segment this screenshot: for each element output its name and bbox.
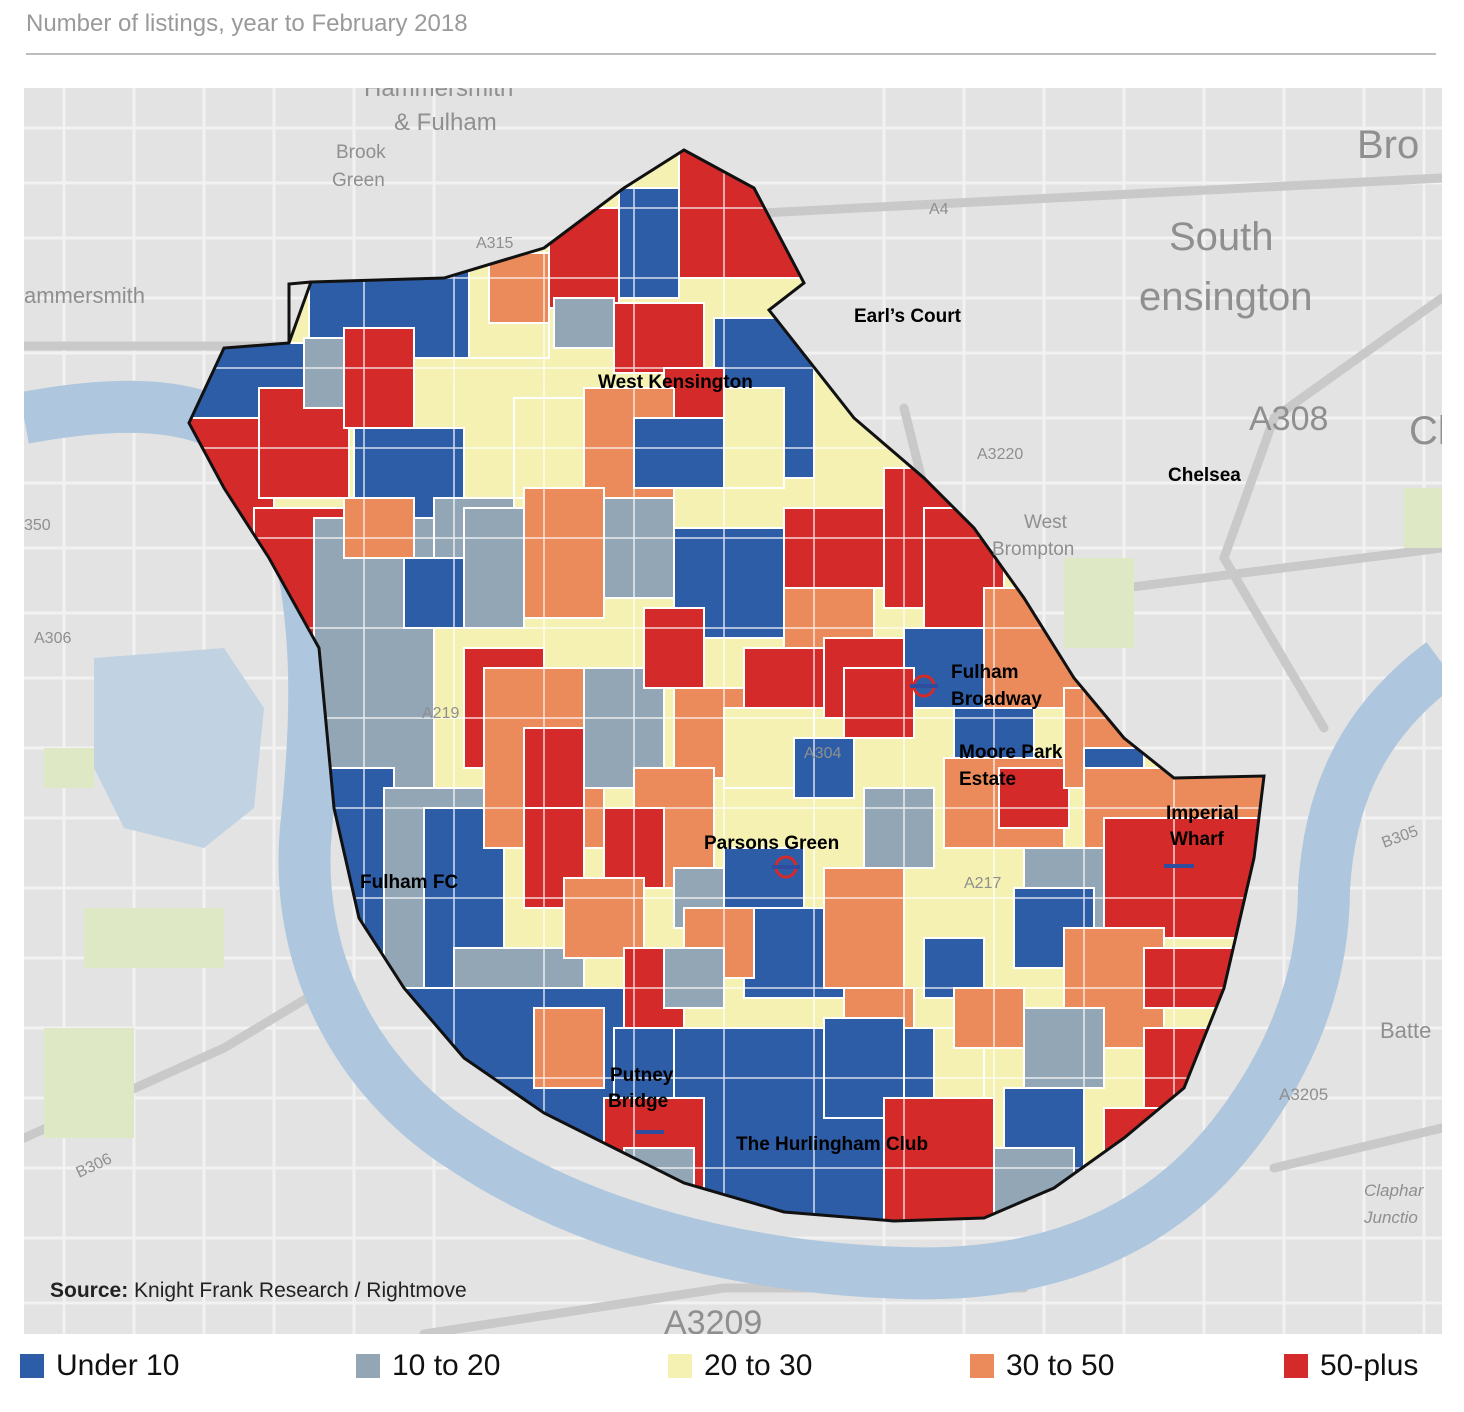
base-clapham-2: Junctio — [1363, 1208, 1418, 1227]
base-a306: A306 — [34, 630, 71, 647]
label-parsons-green: Parsons Green — [704, 833, 839, 854]
tube-putney-bridge — [636, 1120, 664, 1144]
base-brook-green-2: Green — [332, 170, 385, 191]
label-moore-park-2: Estate — [959, 769, 1016, 790]
base-south-kensington-2: ensington — [1139, 275, 1312, 319]
legend-label-20-30: 20 to 30 — [704, 1349, 813, 1382]
label-hurlingham-club: The Hurlingham Club — [736, 1134, 928, 1155]
legend-item-10-20: 10 to 20 — [356, 1346, 500, 1386]
place-labels: Earl’s Court West Kensington Chelsea Ful… — [360, 306, 1241, 1155]
base-a308: A308 — [1249, 400, 1328, 438]
base-a3205: A3205 — [1279, 1085, 1328, 1104]
base-south-kensington-1: South — [1169, 215, 1274, 259]
map-canvas: Hammersmith & Fulham Brook Green ammersm… — [24, 88, 1442, 1334]
source-bold: Source: — [50, 1279, 128, 1302]
label-putney-bridge-1: Putney — [610, 1065, 674, 1086]
label-imperial-wharf-2: Wharf — [1170, 829, 1225, 850]
base-a304: A304 — [804, 745, 841, 762]
base-350: 350 — [24, 517, 51, 534]
legend-item-30-50: 30 to 50 — [970, 1346, 1114, 1386]
base-batte: Batte — [1380, 1018, 1431, 1043]
label-west-kensington: West Kensington — [598, 372, 753, 393]
tube-fulham-broadway — [910, 674, 938, 698]
parks — [44, 488, 1442, 1138]
base-brook-green-1: Brook — [336, 142, 386, 163]
source-text: Knight Frank Research / Rightmove — [128, 1279, 466, 1302]
source-note: Source: Knight Frank Research / Rightmov… — [50, 1279, 467, 1302]
borough-outline-notch — [287, 280, 312, 343]
legend-swatch-under-10 — [20, 1354, 44, 1378]
legend-swatch-50-plus — [1284, 1354, 1308, 1378]
legend-label-under-10: Under 10 — [56, 1349, 180, 1382]
legend-label-10-20: 10 to 20 — [392, 1349, 501, 1382]
legend-label-50-plus: 50-plus — [1320, 1349, 1419, 1382]
tube-parsons-green — [772, 855, 800, 879]
label-fulham-fc: Fulham FC — [360, 872, 458, 893]
base-hammersmith-fulham-1: Hammersmith — [364, 88, 513, 102]
base-clapham-1: Claphar — [1364, 1181, 1425, 1200]
label-putney-bridge-2: Bridge — [608, 1091, 668, 1112]
label-fulham-broadway-1: Fulham — [951, 662, 1019, 683]
base-hammersmith: ammersmith — [24, 283, 145, 308]
legend-swatch-20-30 — [668, 1354, 692, 1378]
base-brompton: Bro — [1357, 123, 1419, 167]
base-a3209: A3209 — [664, 1304, 762, 1334]
legend-label-30-50: 30 to 50 — [1006, 1349, 1115, 1382]
rail-imperial-wharf — [1164, 864, 1194, 868]
title-divider — [26, 53, 1436, 55]
base-a219: A219 — [422, 705, 459, 722]
legend-swatch-30-50 — [970, 1354, 994, 1378]
base-west-brompton-2: Brompton — [992, 539, 1074, 560]
basemap-labels: Hammersmith & Fulham Brook Green ammersm… — [24, 88, 1442, 1334]
base-a3220: A3220 — [977, 446, 1023, 463]
base-hammersmith-fulham-2: & Fulham — [394, 109, 497, 136]
base-a4: A4 — [929, 201, 949, 218]
underground-symbols — [636, 674, 1194, 1144]
base-a315: A315 — [476, 235, 513, 252]
legend-item-20-30: 20 to 30 — [668, 1346, 812, 1386]
label-earls-court: Earl’s Court — [854, 306, 962, 327]
map-title: Number of listings, year to February 201… — [26, 10, 468, 37]
legend-swatch-10-20 — [356, 1354, 380, 1378]
base-a217: A217 — [964, 875, 1001, 892]
base-ch: Cl — [1409, 409, 1442, 453]
label-fulham-broadway-2: Broadway — [951, 689, 1042, 710]
label-moore-park-1: Moore Park — [959, 742, 1063, 763]
borough-outline — [187, 148, 1266, 1223]
base-west-brompton-1: West — [1024, 512, 1068, 533]
legend: Under 10 10 to 20 20 to 30 30 to 50 50-p… — [0, 1346, 1464, 1392]
label-imperial-wharf-1: Imperial — [1166, 803, 1239, 824]
wetland — [94, 648, 264, 848]
label-chelsea: Chelsea — [1168, 465, 1241, 486]
legend-item-50-plus: 50-plus — [1284, 1346, 1418, 1386]
legend-item-under-10: Under 10 — [20, 1346, 179, 1386]
listings-map[interactable]: Hammersmith & Fulham Brook Green ammersm… — [24, 88, 1442, 1334]
